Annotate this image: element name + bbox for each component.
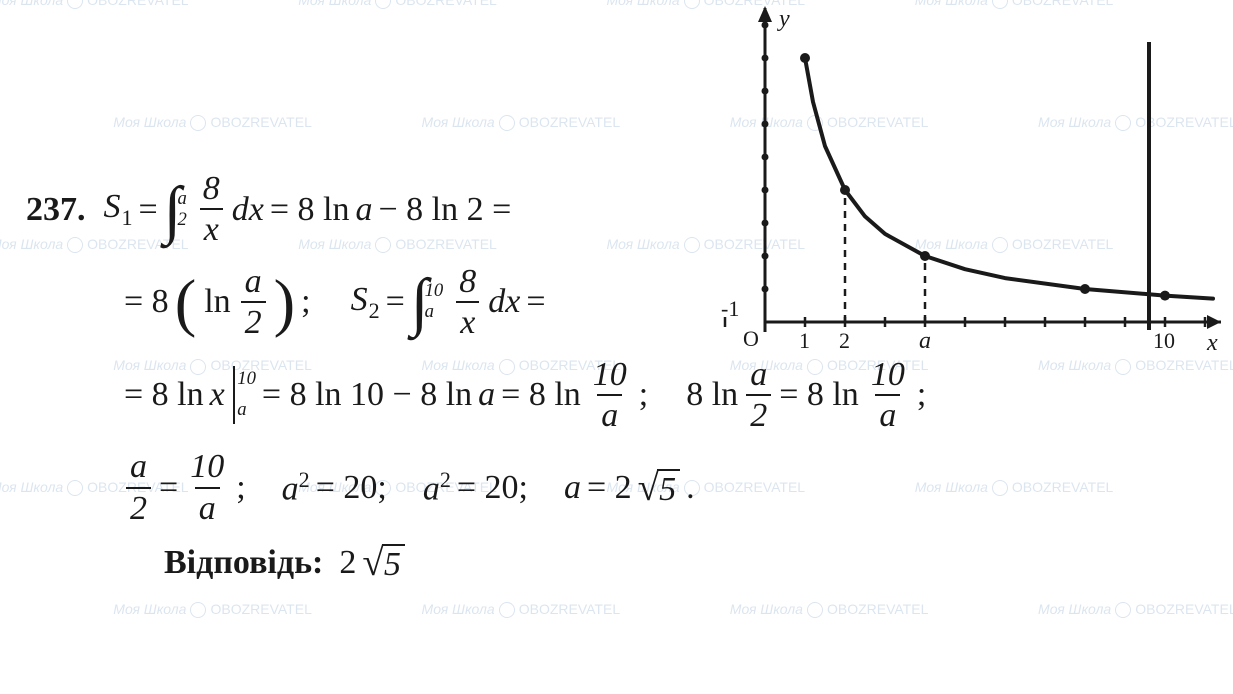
answer-line: Відповідь: 2 √5 xyxy=(24,541,1209,584)
line-1: 237. S1 = ∫ a2 8x dx = 8 ln a − 8 ln 2 = xyxy=(24,170,1209,249)
solution-body: 237. S1 = ∫ a2 8x dx = 8 ln a − 8 ln 2 =… xyxy=(0,0,1233,694)
line-3: = 8 ln x 10a = 8 ln 10 − 8 ln a = 8 ln 1… xyxy=(24,356,1209,435)
answer-label: Відповідь: xyxy=(164,544,323,581)
line-2: = 8 ( ln a2 ) ; S2 = ∫ 10a 8x dx = xyxy=(24,263,1209,342)
problem-number: 237. xyxy=(26,191,86,228)
line-4: a2 = 10a ; a2 = 20; a2 = 20; a = 2 √5 . xyxy=(24,448,1209,527)
